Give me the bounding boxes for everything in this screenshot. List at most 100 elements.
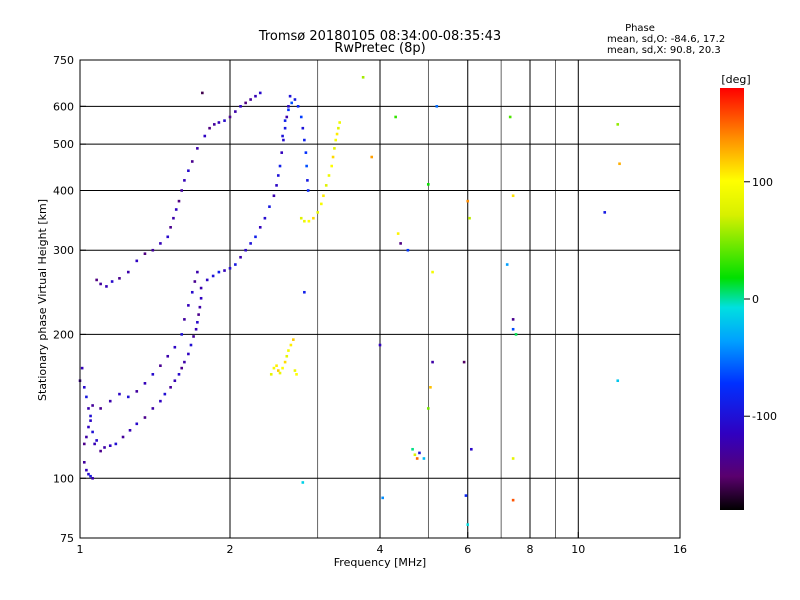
data-point bbox=[337, 126, 340, 130]
data-point bbox=[280, 151, 284, 154]
colorbar-tick-label: -100 bbox=[752, 410, 777, 423]
data-point bbox=[618, 162, 621, 166]
data-point bbox=[201, 91, 204, 95]
data-point bbox=[470, 447, 473, 451]
data-point bbox=[223, 269, 226, 272]
data-point bbox=[394, 115, 397, 119]
data-point bbox=[114, 442, 118, 446]
data-point bbox=[324, 184, 328, 187]
data-point bbox=[303, 138, 306, 142]
chart-subtitle: RwPretec (8p) bbox=[334, 41, 425, 56]
data-point bbox=[103, 446, 106, 449]
data-point bbox=[272, 194, 276, 198]
data-point bbox=[189, 343, 193, 347]
data-point bbox=[85, 435, 88, 439]
data-point bbox=[514, 333, 518, 336]
data-point bbox=[249, 242, 252, 245]
data-point bbox=[335, 132, 339, 136]
data-point bbox=[330, 164, 334, 168]
y-tick-label: 100 bbox=[53, 472, 74, 485]
y-axis-label: Stationary phase Virtual Height [km] bbox=[36, 199, 49, 401]
data-point bbox=[128, 429, 132, 432]
data-point bbox=[143, 416, 147, 419]
phase-header: Phase bbox=[625, 23, 655, 34]
data-point bbox=[258, 226, 262, 229]
data-point bbox=[193, 280, 197, 283]
data-point bbox=[89, 414, 92, 418]
y-tick-label: 750 bbox=[53, 54, 74, 67]
data-point bbox=[187, 352, 190, 356]
data-point bbox=[464, 494, 468, 497]
data-point bbox=[303, 219, 306, 223]
data-point bbox=[281, 134, 284, 138]
data-point bbox=[276, 369, 280, 372]
data-point bbox=[212, 123, 216, 126]
data-point bbox=[254, 94, 257, 98]
data-point bbox=[169, 386, 172, 389]
data-point bbox=[91, 404, 94, 407]
data-point bbox=[87, 472, 90, 476]
data-point bbox=[466, 199, 470, 203]
x-tick-label: 6 bbox=[464, 543, 471, 556]
y-tick-label: 200 bbox=[53, 328, 74, 341]
data-point bbox=[258, 91, 262, 95]
data-point bbox=[299, 216, 303, 220]
data-point bbox=[85, 395, 88, 399]
x-tick-label: 4 bbox=[377, 543, 384, 556]
y-axis-ticks: 75 100 200 300 400 500 600 750 bbox=[53, 54, 86, 545]
data-point bbox=[426, 183, 430, 186]
data-point bbox=[234, 263, 237, 266]
data-point bbox=[80, 366, 84, 370]
data-point bbox=[99, 282, 102, 286]
data-point bbox=[118, 392, 121, 396]
stats-x: mean, sd,X: 90.8, 20.3 bbox=[607, 45, 721, 56]
data-point bbox=[108, 444, 112, 447]
x-tick-label: 1 bbox=[77, 543, 84, 556]
stats-o: mean, sd,O: -84.6, 17.2 bbox=[607, 34, 725, 45]
data-point bbox=[244, 248, 247, 252]
data-point bbox=[199, 286, 203, 290]
data-point bbox=[307, 219, 311, 223]
data-point bbox=[187, 304, 190, 307]
data-point bbox=[196, 320, 199, 324]
data-point bbox=[95, 278, 98, 282]
data-point bbox=[228, 115, 232, 119]
data-point bbox=[194, 327, 198, 331]
data-point bbox=[269, 373, 273, 376]
data-point bbox=[272, 366, 276, 370]
data-point bbox=[511, 327, 515, 331]
data-point bbox=[396, 232, 400, 235]
data-point bbox=[174, 208, 178, 211]
data-point bbox=[333, 147, 336, 150]
data-point bbox=[91, 430, 94, 434]
data-point bbox=[172, 216, 175, 220]
data-point bbox=[108, 399, 112, 403]
data-point bbox=[254, 235, 257, 239]
data-point bbox=[211, 274, 215, 278]
data-point bbox=[505, 263, 509, 266]
data-point bbox=[429, 386, 432, 389]
data-point bbox=[418, 451, 421, 455]
data-point bbox=[378, 343, 382, 347]
data-point bbox=[296, 105, 300, 108]
data-point bbox=[283, 119, 287, 122]
chart-title: Tromsø 20180105 08:34:00-08:35:43 bbox=[258, 29, 501, 44]
data-point bbox=[381, 496, 384, 500]
data-point bbox=[187, 169, 190, 173]
data-point bbox=[173, 345, 177, 349]
data-point bbox=[287, 108, 290, 112]
data-point bbox=[183, 360, 186, 364]
data-point bbox=[99, 407, 102, 410]
data-point bbox=[306, 189, 310, 192]
data-point bbox=[217, 270, 221, 274]
data-point bbox=[159, 242, 162, 245]
data-point bbox=[275, 364, 278, 367]
data-point bbox=[239, 255, 242, 259]
data-point bbox=[616, 123, 620, 126]
data-point bbox=[143, 382, 147, 385]
colorbar bbox=[720, 88, 744, 510]
data-point bbox=[196, 147, 199, 150]
y-tick-label: 600 bbox=[53, 100, 74, 113]
data-point bbox=[278, 164, 282, 168]
data-point bbox=[338, 121, 341, 124]
